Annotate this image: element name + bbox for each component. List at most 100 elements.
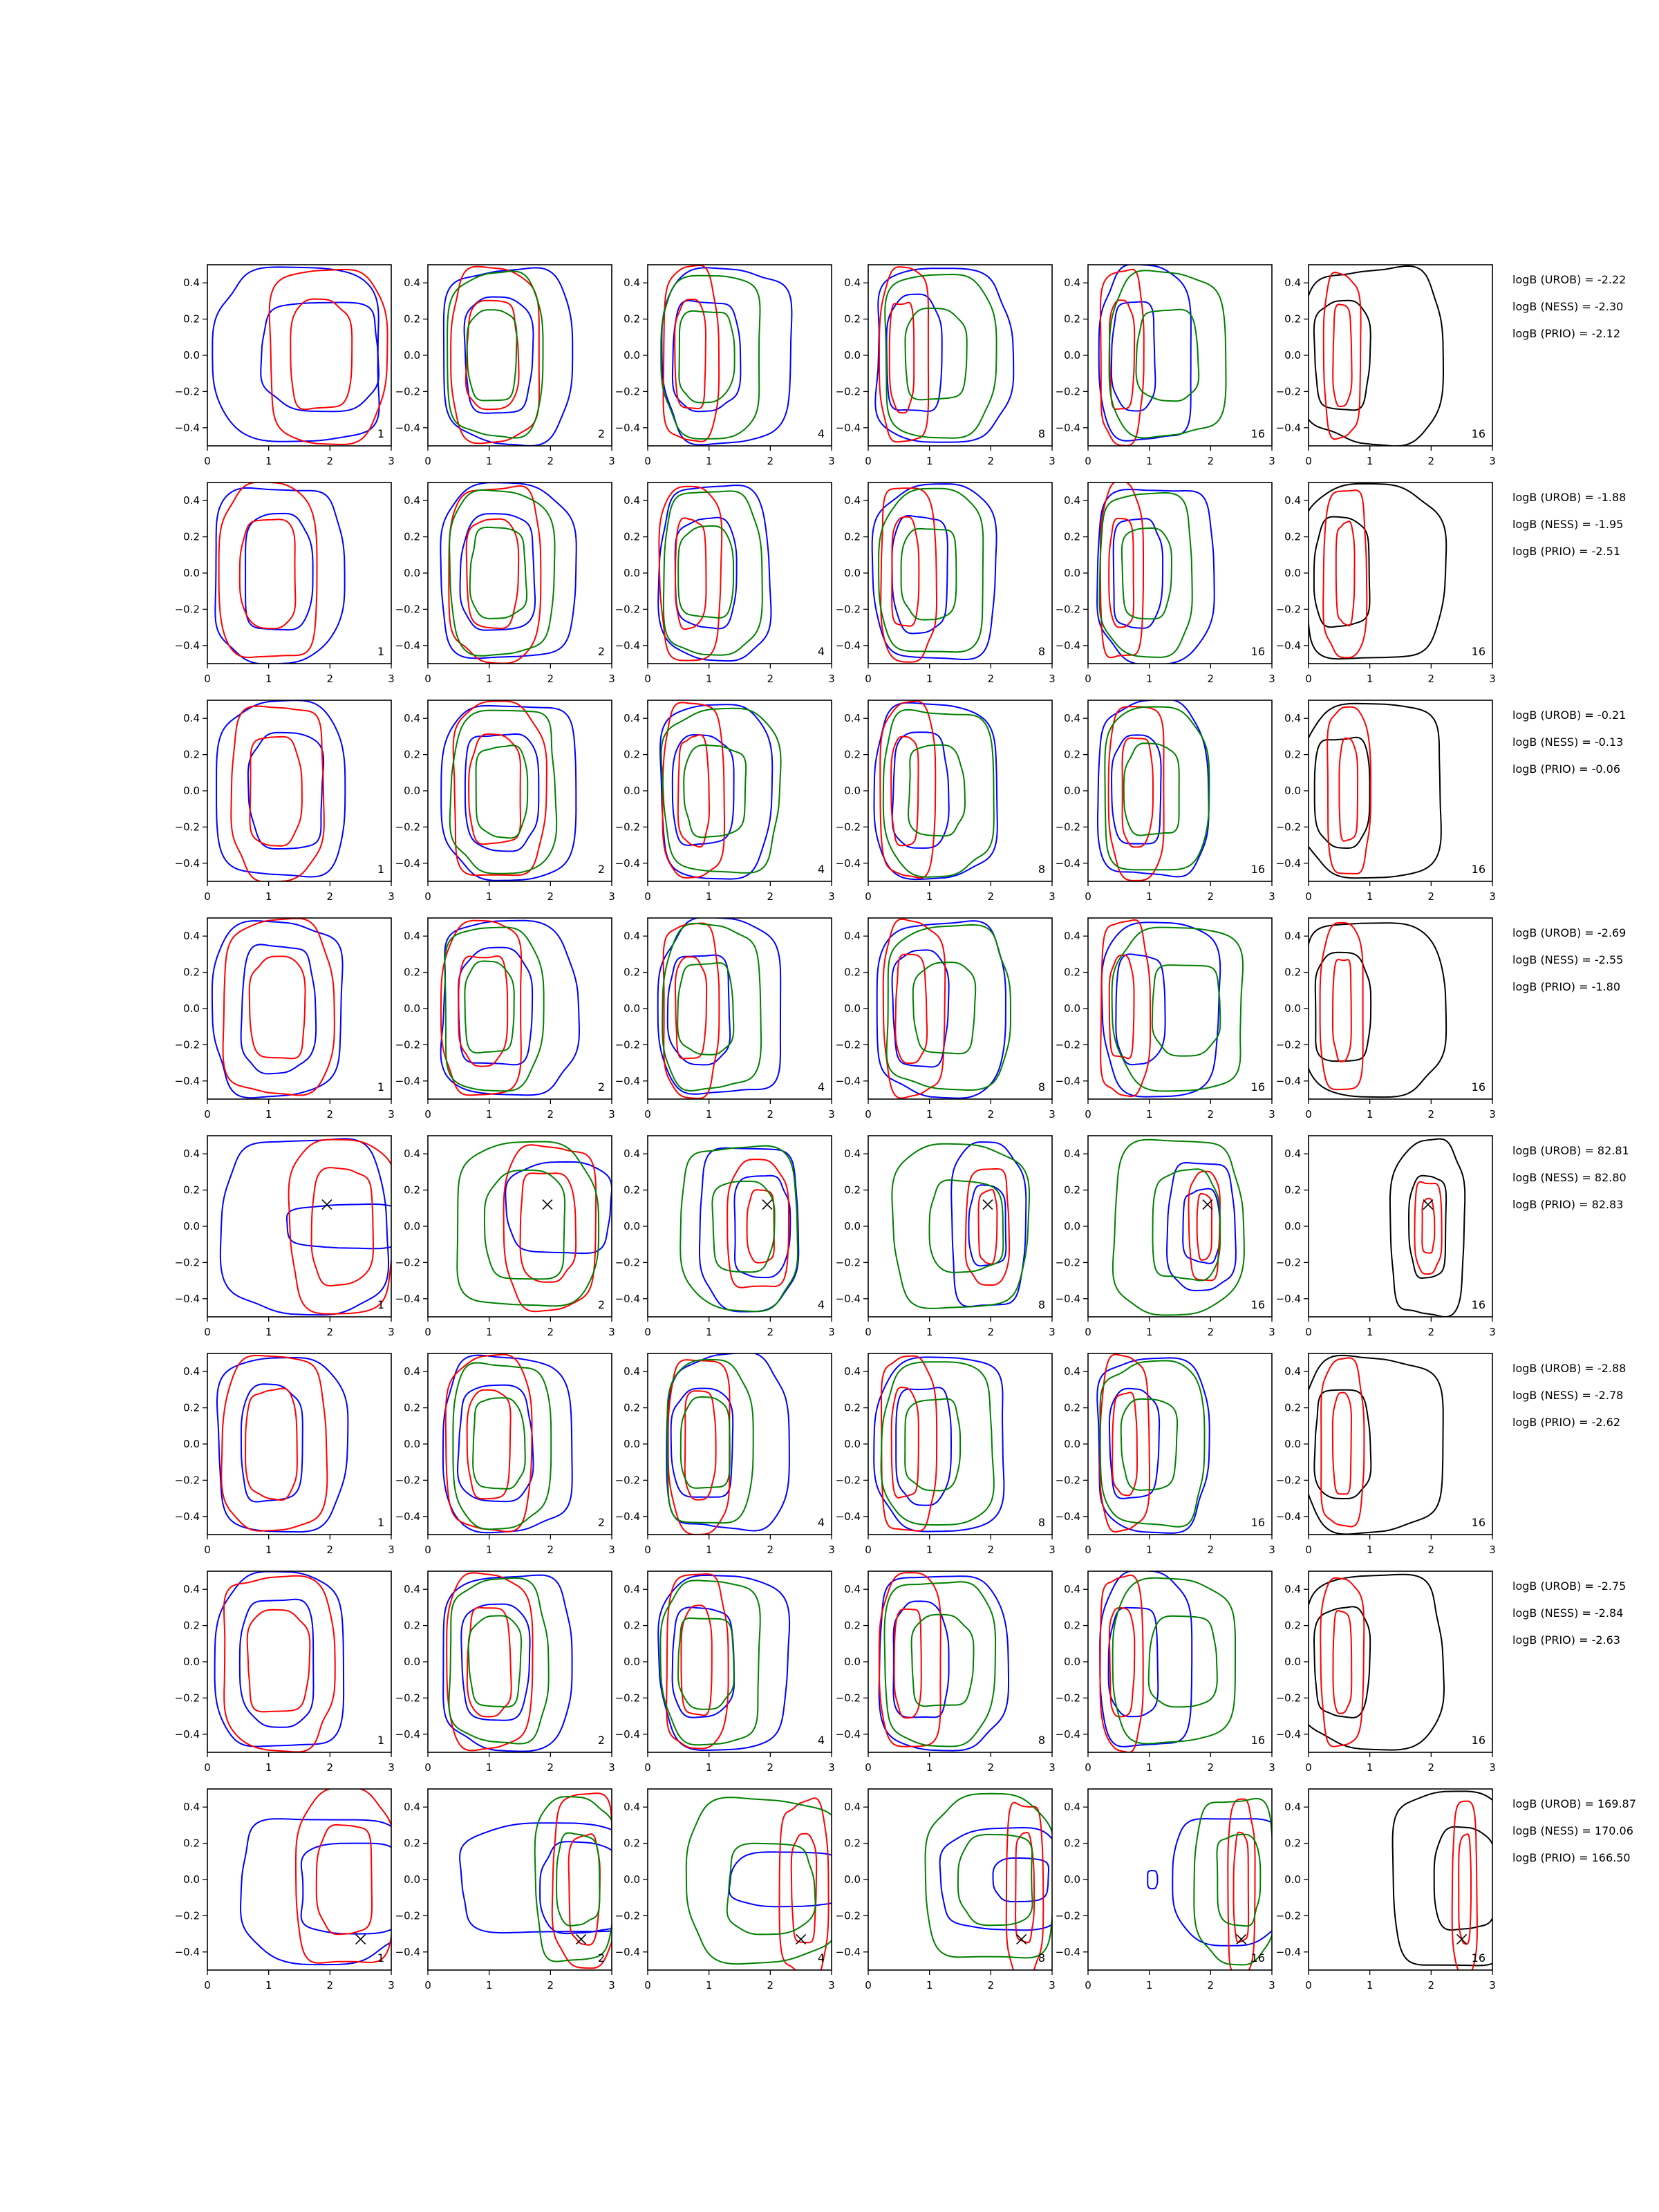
contour-green bbox=[900, 527, 957, 621]
contour-blue bbox=[939, 1826, 1052, 1931]
x-tick-label: 2 bbox=[767, 455, 774, 467]
y-tick-label: 0.0 bbox=[1284, 1220, 1301, 1232]
x-tick-label: 3 bbox=[608, 455, 615, 467]
contours bbox=[212, 266, 388, 446]
x-tick-label: 3 bbox=[1489, 673, 1496, 685]
y-tick-label: −0.4 bbox=[1276, 857, 1301, 870]
contour-red bbox=[551, 1792, 612, 1969]
y-tick-label: 0.0 bbox=[1284, 349, 1301, 362]
contour-red bbox=[249, 735, 303, 847]
panel-label: 2 bbox=[598, 1951, 605, 1965]
x-tick-label: 2 bbox=[327, 890, 334, 903]
y-tick-label: 0.0 bbox=[183, 1656, 200, 1668]
y-tick-label: −0.2 bbox=[1276, 1256, 1301, 1268]
x-tick-label: 2 bbox=[1428, 1544, 1435, 1556]
contours bbox=[214, 482, 346, 664]
y-tick-label: 0.4 bbox=[1064, 1365, 1080, 1378]
logB-text: logB (UROB) = -2.22 bbox=[1512, 273, 1626, 286]
y-tick-label: 0.4 bbox=[404, 1583, 420, 1595]
x-tick-label: 1 bbox=[706, 1108, 713, 1121]
y-tick-label: 0.4 bbox=[844, 930, 861, 942]
panel-r2-c2: 0 1 2 3 −0.4 −0.2 0.0 0.2 0.4 2 bbox=[395, 482, 615, 685]
contour-green bbox=[885, 924, 1011, 1091]
contours bbox=[660, 265, 793, 446]
contour-red bbox=[290, 298, 353, 411]
x-tick-label: 3 bbox=[608, 1544, 615, 1556]
logB-text: logB (PRIO) = 166.50 bbox=[1512, 1851, 1631, 1864]
contour-blue bbox=[666, 954, 731, 1066]
x-tick-label: 1 bbox=[1367, 673, 1374, 685]
x-tick-label: 1 bbox=[265, 890, 272, 903]
y-tick-label: −0.4 bbox=[615, 857, 640, 870]
x-tick-label: 0 bbox=[865, 1979, 872, 1991]
x-tick-label: 1 bbox=[486, 673, 493, 685]
contour-blue bbox=[216, 700, 346, 878]
contour-black bbox=[1309, 265, 1445, 446]
x-tick-label: 0 bbox=[865, 890, 872, 903]
y-tick-label: 0.2 bbox=[404, 1402, 420, 1414]
panel-r3-c4: 0 1 2 3 −0.4 −0.2 0.0 0.2 0.4 8 bbox=[836, 700, 1056, 903]
contour-red bbox=[1121, 737, 1154, 848]
y-tick-label: 0.0 bbox=[844, 567, 861, 579]
y-tick-label: −0.2 bbox=[1276, 1474, 1301, 1486]
y-tick-label: 0.4 bbox=[404, 930, 420, 942]
y-tick-label: −0.2 bbox=[1056, 603, 1080, 615]
contour-green bbox=[1123, 742, 1180, 836]
x-tick-label: 2 bbox=[547, 1326, 554, 1338]
contour-red bbox=[246, 1609, 311, 1713]
contour-green bbox=[475, 744, 529, 839]
axes-frame bbox=[868, 264, 1053, 447]
contour-red bbox=[1196, 1192, 1212, 1261]
y-tick-label: 0.4 bbox=[1064, 1147, 1080, 1160]
contour-green bbox=[1111, 926, 1244, 1092]
x-tick-label: 1 bbox=[1146, 1108, 1153, 1121]
contour-red bbox=[894, 953, 928, 1065]
contour-blue bbox=[733, 1174, 791, 1279]
y-tick-label: −0.4 bbox=[1056, 639, 1080, 652]
y-tick-label: 0.0 bbox=[183, 567, 200, 579]
contour-green bbox=[677, 525, 734, 619]
panel-label: 2 bbox=[598, 645, 605, 658]
x-tick-label: 3 bbox=[1268, 1544, 1275, 1556]
x-tick-label: 2 bbox=[767, 1108, 774, 1121]
x-tick-label: 1 bbox=[926, 1326, 933, 1338]
contours bbox=[1309, 265, 1445, 446]
contour-blue bbox=[1100, 921, 1221, 1098]
contour-red bbox=[465, 518, 520, 630]
y-tick-label: −0.2 bbox=[1276, 603, 1301, 615]
panel-label: 16 bbox=[1251, 1080, 1265, 1094]
y-tick-label: −0.2 bbox=[1056, 1691, 1080, 1704]
y-tick-label: −0.4 bbox=[175, 1293, 200, 1305]
x-tick-label: 0 bbox=[424, 890, 431, 903]
x-tick-label: 0 bbox=[1085, 455, 1091, 467]
contours bbox=[1147, 1798, 1272, 1970]
contour-blue bbox=[666, 1353, 790, 1532]
contour-red bbox=[268, 268, 388, 446]
contour-green bbox=[449, 709, 558, 874]
contours bbox=[1309, 1573, 1445, 1751]
x-tick-label: 0 bbox=[204, 455, 211, 467]
contour-green bbox=[884, 273, 997, 439]
y-tick-label: −0.2 bbox=[836, 821, 861, 833]
y-tick-label: 0.0 bbox=[624, 1002, 640, 1015]
true-value-marker bbox=[1423, 1199, 1434, 1210]
x-tick-label: 2 bbox=[767, 890, 774, 903]
contour-blue bbox=[1112, 518, 1164, 629]
panel-r7-c1: 0 1 2 3 −0.4 −0.2 0.0 0.2 0.4 1 bbox=[175, 1571, 395, 1774]
x-tick-label: 0 bbox=[644, 1544, 651, 1556]
axes-frame bbox=[1308, 264, 1493, 447]
x-tick-label: 2 bbox=[327, 1979, 334, 1991]
x-tick-label: 3 bbox=[1489, 890, 1496, 903]
y-tick-label: 0.4 bbox=[183, 930, 200, 942]
contour-black bbox=[1313, 1389, 1372, 1500]
y-tick-label: −0.2 bbox=[175, 385, 200, 397]
y-tick-label: 0.0 bbox=[624, 567, 640, 579]
x-tick-label: 1 bbox=[1146, 1761, 1153, 1774]
y-tick-label: 0.2 bbox=[404, 531, 420, 543]
panel-label: 8 bbox=[1038, 1951, 1045, 1965]
contours bbox=[442, 1572, 573, 1752]
true-value-marker bbox=[1202, 1199, 1213, 1210]
contour-red bbox=[790, 1833, 818, 1944]
contours bbox=[657, 484, 772, 662]
x-tick-label: 2 bbox=[1208, 673, 1215, 685]
